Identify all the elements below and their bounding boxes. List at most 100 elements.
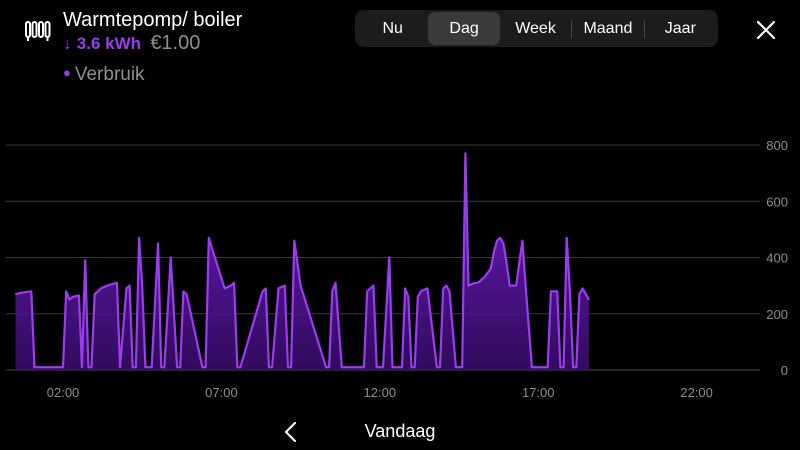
data-point: [341, 366, 343, 368]
data-point: [100, 287, 102, 289]
chart-legend: ● Verbruik: [63, 64, 145, 86]
y-tick-label: 400: [766, 251, 788, 266]
data-point: [493, 251, 495, 253]
data-point: [106, 285, 108, 287]
data-point: [506, 262, 508, 264]
data-point: [94, 293, 96, 295]
x-tick-label: 17:00: [522, 385, 555, 400]
data-point: [208, 237, 210, 239]
data-point: [439, 366, 441, 368]
data-point: [65, 290, 67, 292]
data-point: [157, 242, 159, 244]
data-point: [265, 287, 267, 289]
data-point: [233, 282, 235, 284]
data-point: [388, 256, 390, 259]
data-point: [328, 366, 330, 368]
data-point: [556, 290, 558, 292]
usage-kwh: 3.6 kWh: [76, 34, 142, 53]
close-icon[interactable]: [752, 16, 780, 44]
y-tick-label: 0: [781, 363, 788, 378]
data-point: [125, 287, 127, 289]
data-point: [372, 285, 375, 287]
y-tick-label: 200: [766, 307, 788, 322]
data-point: [407, 296, 409, 298]
data-point: [578, 293, 581, 295]
data-point: [569, 290, 571, 292]
data-point: [90, 366, 93, 368]
data-point: [138, 237, 140, 239]
radiator-icon: [25, 21, 51, 41]
data-point: [334, 282, 337, 284]
usage-cost: €1.00: [150, 32, 201, 54]
chevron-left-icon[interactable]: [280, 419, 302, 445]
data-point: [224, 287, 226, 289]
data-point: [382, 366, 384, 368]
data-point: [401, 366, 403, 368]
x-tick-label: 22:00: [680, 385, 713, 400]
data-point: [287, 366, 289, 368]
data-point: [293, 240, 295, 242]
data-point: [262, 290, 264, 292]
data-point: [78, 294, 80, 297]
data-point: [300, 285, 302, 287]
data-point: [369, 287, 371, 289]
data-point: [176, 366, 178, 368]
data-point: [490, 268, 492, 270]
x-tick-label: 07:00: [205, 385, 238, 400]
data-point: [116, 282, 118, 284]
data-point: [550, 290, 552, 292]
data-point: [170, 256, 172, 259]
data-point: [566, 237, 568, 239]
data-point: [84, 259, 86, 261]
data-point: [81, 366, 83, 368]
tab-week[interactable]: Week: [515, 20, 556, 37]
data-point: [496, 240, 498, 242]
data-point: [236, 366, 238, 368]
x-tick-label: 12:00: [364, 385, 397, 400]
data-point: [376, 366, 378, 368]
data-point: [553, 290, 555, 292]
data-point: [366, 290, 368, 292]
data-point: [461, 366, 463, 368]
data-point: [417, 296, 419, 298]
data-point: [21, 292, 23, 294]
y-tick-label: 800: [766, 138, 788, 153]
date-label: Vandaag: [364, 421, 436, 441]
data-point: [525, 285, 527, 287]
data-point: [363, 366, 365, 368]
data-point: [477, 282, 479, 284]
data-point: [163, 366, 165, 368]
tab-dag[interactable]: Dag: [428, 12, 500, 45]
data-point: [464, 152, 466, 154]
legend-label: Verbruik: [74, 64, 145, 85]
data-point: [575, 366, 577, 368]
data-point: [68, 299, 70, 301]
usage-area: [15, 153, 589, 370]
data-point: [151, 366, 153, 368]
data-point: [268, 366, 270, 368]
data-point: [502, 242, 504, 244]
data-point: [474, 282, 476, 284]
data-point: [521, 240, 524, 242]
data-point: [62, 366, 64, 368]
data-point: [331, 290, 333, 292]
data-point: [547, 366, 549, 368]
data-point: [71, 296, 74, 298]
data-point: [179, 366, 181, 368]
data-point: [515, 285, 517, 287]
data-point: [483, 276, 485, 278]
data-point: [160, 366, 162, 368]
data-point: [404, 287, 406, 289]
data-point: [445, 285, 447, 287]
data-point: [414, 366, 416, 368]
data-point: [186, 293, 188, 295]
data-point: [420, 290, 422, 292]
data-point: [455, 366, 457, 368]
tab-maand[interactable]: Maand: [583, 20, 633, 37]
data-point: [499, 237, 501, 239]
tab-jaar[interactable]: Jaar: [664, 20, 696, 37]
device-title: Warmtepomp/ boiler: [63, 9, 243, 31]
data-point: [205, 366, 207, 368]
tab-nu[interactable]: Nu: [382, 20, 403, 37]
